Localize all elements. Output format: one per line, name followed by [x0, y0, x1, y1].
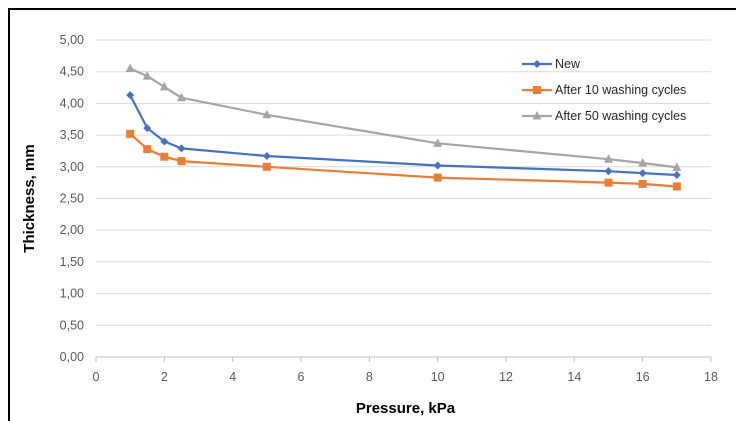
data-point-series-3	[125, 63, 135, 73]
y-tick-label: 0,00	[60, 350, 84, 364]
x-tick-label: 8	[366, 370, 373, 384]
data-point-series-3	[672, 162, 682, 171]
data-point-series-1	[143, 124, 152, 133]
y-tick-label: 1,50	[60, 255, 84, 269]
series-line-2	[129, 132, 677, 188]
y-tick-label: 0,50	[60, 318, 84, 332]
data-point-series-2	[604, 178, 613, 187]
data-point-series-3	[433, 138, 443, 147]
legend-label-2: After 10 washing cycles	[555, 83, 686, 97]
data-point-series-1	[604, 167, 613, 176]
x-tick-label: 18	[704, 370, 718, 384]
y-tick-label: 1,00	[60, 287, 84, 301]
data-point-series-3	[604, 154, 613, 163]
data-point-series-1	[672, 171, 681, 180]
y-tick-label: 3,50	[60, 128, 84, 142]
data-point-series-2	[672, 182, 681, 191]
data-point-series-2	[262, 162, 271, 171]
y-tick-label: 2,50	[60, 192, 84, 206]
data-point-series-1	[433, 161, 442, 170]
x-tick-label: 2	[161, 370, 168, 384]
data-point-series-2	[143, 145, 152, 154]
chart-frame	[8, 8, 736, 421]
x-tick-label: 6	[298, 370, 305, 384]
x-tick-label: 10	[431, 370, 445, 384]
data-point-series-1	[126, 91, 135, 100]
x-tick-label: 14	[567, 370, 581, 384]
x-tick-label: 12	[499, 370, 513, 384]
y-tick-label: 4,00	[60, 96, 84, 110]
legend-marker-1	[533, 60, 541, 68]
data-point-series-3	[159, 81, 169, 91]
data-point-series-1	[638, 169, 647, 178]
y-tick-label: 4,50	[60, 65, 84, 79]
data-point-series-1	[160, 137, 169, 146]
x-tick-label: 16	[636, 370, 650, 384]
data-point-series-3	[176, 92, 186, 102]
y-tick-label: 3,00	[60, 160, 84, 174]
data-point-series-2	[177, 157, 186, 166]
data-point-series-2	[433, 173, 442, 182]
legend-marker-3	[532, 111, 542, 120]
legend-marker-2	[533, 86, 541, 94]
data-point-series-3	[142, 71, 152, 80]
data-point-series-3	[638, 157, 648, 167]
y-tick-label: 2,00	[60, 223, 84, 237]
data-point-series-3	[262, 109, 272, 119]
data-point-series-2	[126, 129, 135, 138]
data-point-series-2	[160, 152, 169, 161]
x-tick-label: 4	[229, 370, 236, 384]
data-point-series-1	[177, 144, 186, 153]
y-tick-label: 5,00	[60, 33, 84, 47]
x-axis-title: Pressure, kPa	[356, 400, 456, 417]
legend-label-1: New	[555, 57, 581, 71]
legend-label-3: After 50 washing cycles	[555, 109, 686, 123]
y-axis-title: Thickness, mm	[21, 144, 38, 252]
data-point-series-1	[262, 152, 271, 161]
data-point-series-2	[638, 179, 647, 188]
x-tick-label: 0	[93, 370, 100, 384]
